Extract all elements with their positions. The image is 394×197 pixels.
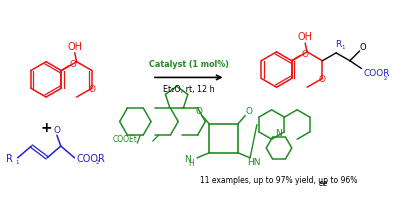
Text: ee: ee	[319, 179, 328, 188]
Text: 11 examples, up to 97% yield, up to 96%: 11 examples, up to 97% yield, up to 96%	[200, 176, 359, 185]
Text: COOEt: COOEt	[113, 135, 138, 144]
Text: O: O	[88, 85, 95, 94]
Text: OH: OH	[297, 32, 313, 42]
Text: COOR: COOR	[76, 154, 105, 164]
Text: O: O	[245, 107, 253, 116]
Text: 2: 2	[96, 160, 100, 165]
Text: +: +	[40, 121, 52, 135]
Text: 1: 1	[341, 46, 345, 50]
Text: O: O	[319, 75, 326, 84]
Text: O: O	[359, 43, 366, 52]
Text: OH: OH	[67, 42, 82, 52]
Text: O: O	[53, 126, 60, 135]
Text: Et₂O, rt, 12 h: Et₂O, rt, 12 h	[163, 85, 215, 94]
Text: COOR: COOR	[364, 69, 390, 78]
Text: O: O	[195, 107, 203, 116]
Text: N: N	[184, 155, 191, 164]
Text: 1: 1	[16, 160, 19, 165]
Text: O: O	[301, 50, 308, 59]
Text: Catalyst (1 mol%): Catalyst (1 mol%)	[149, 60, 229, 69]
Text: HN: HN	[247, 158, 261, 167]
Text: H: H	[188, 159, 194, 168]
Text: R: R	[335, 40, 341, 49]
Text: R: R	[6, 154, 13, 164]
Text: O: O	[70, 60, 77, 69]
Text: N: N	[276, 129, 282, 138]
Text: 2: 2	[383, 76, 387, 81]
